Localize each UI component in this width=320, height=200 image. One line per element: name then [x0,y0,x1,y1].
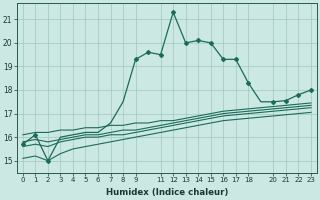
X-axis label: Humidex (Indice chaleur): Humidex (Indice chaleur) [106,188,228,197]
